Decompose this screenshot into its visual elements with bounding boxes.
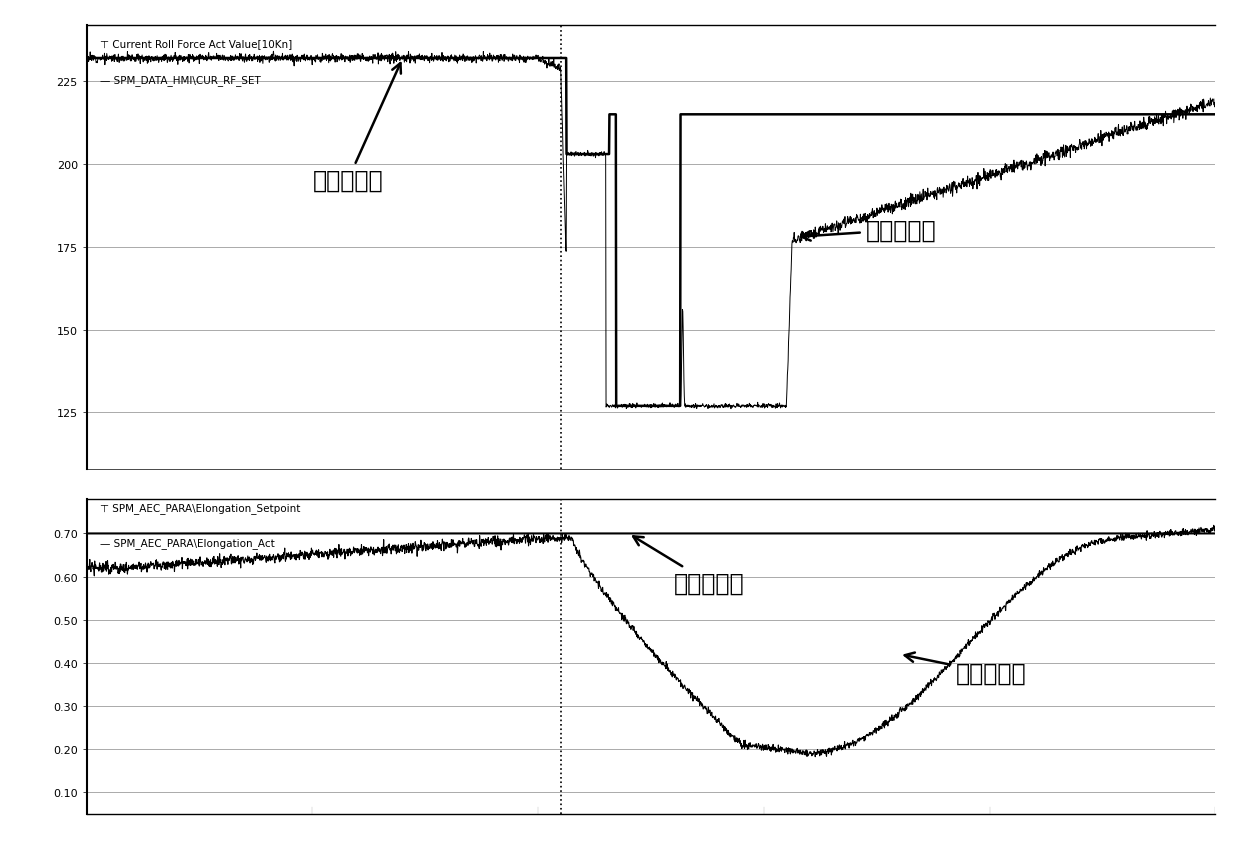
Text: 目标延伸率: 目标延伸率 xyxy=(634,536,744,595)
Text: 实际轧制力: 实际轧制力 xyxy=(801,219,936,243)
Text: 实际延伸率: 实际延伸率 xyxy=(905,653,1027,685)
Text: — SPM_DATA_HMI\CUR_RF_SET: — SPM_DATA_HMI\CUR_RF_SET xyxy=(100,75,262,85)
Text: — SPM_AEC_PARA\Elongation_Act: — SPM_AEC_PARA\Elongation_Act xyxy=(100,537,275,548)
Text: ⊤ Current Roll Force Act Value[10Kn]: ⊤ Current Roll Force Act Value[10Kn] xyxy=(100,39,293,49)
Text: 目标轧制力: 目标轧制力 xyxy=(312,64,401,193)
Text: ⊤ SPM_AEC_PARA\Elongation_Setpoint: ⊤ SPM_AEC_PARA\Elongation_Setpoint xyxy=(100,503,301,513)
